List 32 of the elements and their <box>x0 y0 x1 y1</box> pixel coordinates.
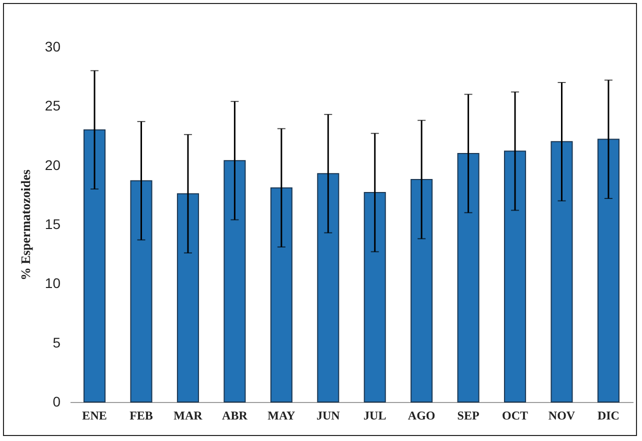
bar <box>130 180 152 402</box>
x-tick-label: JUN <box>316 408 340 422</box>
bar <box>224 160 246 402</box>
x-tick-label: ENE <box>82 408 107 422</box>
y-tick-label: 0 <box>52 394 61 410</box>
bar <box>364 192 386 402</box>
y-tick-label: 15 <box>44 216 61 232</box>
x-tick-label: MAR <box>174 408 203 422</box>
y-tick-label: 25 <box>44 98 61 114</box>
bar <box>504 150 526 402</box>
x-tick-label: MAY <box>268 408 296 422</box>
x-tick-label: SEP <box>457 408 480 422</box>
x-tick-label: NOV <box>548 408 576 422</box>
y-tick-label: 5 <box>52 334 61 350</box>
x-tick-label: FEB <box>130 408 153 422</box>
y-axis-title: % Espermatozoides <box>18 170 33 280</box>
x-tick-label: AGO <box>408 408 436 422</box>
x-tick-label: JUL <box>364 408 386 422</box>
y-tick-label: 30 <box>44 38 61 54</box>
y-tick-label: 20 <box>44 156 61 173</box>
bar <box>176 193 199 402</box>
bar <box>84 129 106 402</box>
bar <box>550 141 573 402</box>
bar <box>317 173 340 402</box>
x-tick-label: DIC <box>597 408 620 422</box>
y-tick-label: 10 <box>44 275 61 292</box>
x-tick-label: OCT <box>502 408 528 422</box>
bar <box>597 138 620 402</box>
x-tick-label: ABR <box>222 408 248 422</box>
bar <box>270 187 292 402</box>
bar <box>457 153 480 402</box>
bar <box>410 179 433 402</box>
